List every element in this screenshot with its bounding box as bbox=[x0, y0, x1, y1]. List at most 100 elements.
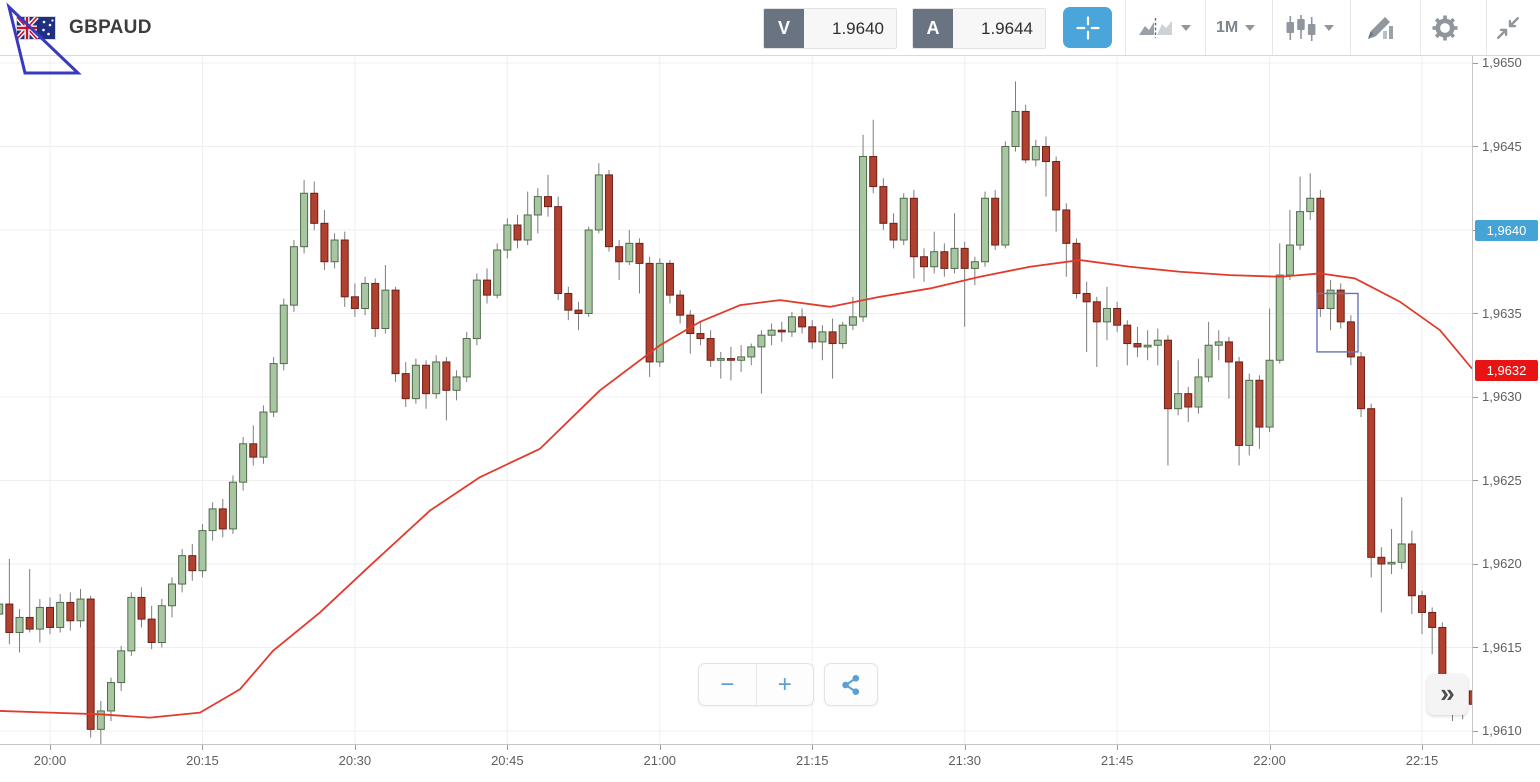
price-axis[interactable]: 1,9650 1,9645 1,9640 1,9635 1,9630 1,9625 1,96… bbox=[1472, 55, 1540, 744]
price-axis-label: 1,9615 bbox=[1482, 639, 1522, 655]
candle-bullish bbox=[157, 605, 166, 643]
candle-bearish bbox=[1092, 301, 1101, 323]
candle-bearish bbox=[1336, 289, 1345, 323]
price-axis-label: 1,9625 bbox=[1482, 472, 1522, 488]
candle-bullish bbox=[1153, 339, 1162, 346]
candle-bullish bbox=[1204, 344, 1213, 378]
price-axis-tick bbox=[1473, 146, 1478, 147]
candle-bullish bbox=[35, 606, 44, 630]
share-button[interactable] bbox=[824, 663, 878, 706]
candle-bearish bbox=[686, 314, 695, 335]
time-axis-label: 21:30 bbox=[948, 753, 981, 768]
header-divider bbox=[1272, 0, 1273, 55]
buy-quote-button[interactable]: A 1.9644 bbox=[912, 8, 1046, 49]
candle-bullish bbox=[127, 596, 136, 652]
candle-bearish bbox=[1418, 595, 1427, 613]
header-divider bbox=[1486, 0, 1487, 55]
candle-bullish bbox=[15, 616, 24, 633]
candle-bullish bbox=[289, 246, 298, 306]
drawing-tools-button[interactable] bbox=[1366, 0, 1396, 55]
time-axis-tick bbox=[1269, 745, 1271, 750]
candle-bearish bbox=[991, 197, 1000, 246]
candle-bullish bbox=[117, 650, 126, 684]
candle-bearish bbox=[676, 294, 685, 316]
header-divider bbox=[1205, 0, 1206, 55]
candle-bearish bbox=[1407, 543, 1416, 597]
candle-bullish bbox=[452, 376, 461, 391]
candle-bearish bbox=[401, 373, 410, 400]
candle-style-dropdown[interactable] bbox=[1285, 0, 1334, 55]
candle-bearish bbox=[1438, 626, 1447, 680]
candle-bullish bbox=[970, 261, 979, 269]
price-chart-canvas[interactable] bbox=[0, 56, 1472, 744]
compare-charts-icon bbox=[1139, 17, 1172, 38]
chart-header: GBPAUD V 1.9640 A 1.9644 bbox=[0, 0, 1540, 56]
candle-bearish bbox=[808, 326, 817, 343]
crosshair-tool-button[interactable] bbox=[1063, 7, 1112, 48]
price-axis-label: 1,9610 bbox=[1482, 723, 1522, 738]
zoom-in-button[interactable]: + bbox=[777, 670, 792, 698]
candle-bearish bbox=[25, 616, 34, 630]
candle-bullish bbox=[747, 346, 756, 358]
candle-bearish bbox=[1072, 242, 1081, 294]
price-axis-tick bbox=[1473, 730, 1478, 732]
header-divider bbox=[1125, 0, 1126, 55]
candle-bearish bbox=[544, 196, 553, 208]
time-axis-tick bbox=[659, 745, 661, 750]
price-axis-label: 1,9620 bbox=[1482, 556, 1522, 571]
chart-type-dropdown[interactable] bbox=[1138, 0, 1191, 55]
time-axis-label: 22:15 bbox=[1405, 753, 1439, 768]
candle-bullish bbox=[239, 443, 248, 483]
candle-bullish bbox=[848, 316, 857, 326]
candle-bearish bbox=[777, 329, 786, 333]
candle-bearish bbox=[645, 262, 654, 363]
candle-bearish bbox=[1346, 321, 1355, 358]
candle-bullish bbox=[950, 247, 959, 269]
candle-bullish bbox=[1296, 211, 1305, 246]
candle-bullish bbox=[523, 214, 532, 241]
candle-bearish bbox=[249, 443, 258, 458]
candle-bullish bbox=[1011, 110, 1020, 147]
time-axis-label: 20:30 bbox=[338, 753, 372, 768]
candle-bearish bbox=[1133, 343, 1142, 348]
scroll-to-latest-button[interactable]: » bbox=[1427, 674, 1468, 715]
candle-bullish bbox=[533, 196, 542, 216]
collapse-chart-button[interactable] bbox=[1495, 0, 1521, 55]
time-axis[interactable]: 20:00 20:15 20:30 20:45 21:00 21:15 21:30 21:45… bbox=[0, 744, 1540, 782]
candle-bearish bbox=[1468, 690, 1472, 705]
zoom-out-button[interactable]: − bbox=[699, 664, 757, 705]
chevron-down-icon bbox=[1181, 24, 1191, 31]
price-axis-label: 1,9650 bbox=[1482, 55, 1522, 70]
timeframe-dropdown[interactable]: 1M bbox=[1216, 0, 1256, 55]
candle-bullish bbox=[269, 363, 278, 413]
price-axis-label: 1,9645 bbox=[1482, 138, 1522, 154]
candle-bullish bbox=[737, 356, 746, 361]
gear-icon bbox=[1432, 15, 1458, 40]
candle-bearish bbox=[889, 222, 898, 241]
candle-bullish bbox=[930, 251, 939, 268]
time-axis-tick bbox=[202, 745, 204, 750]
candle-bearish bbox=[706, 338, 715, 361]
candle-bearish bbox=[960, 247, 969, 269]
ma-value-badge: 1,9632 bbox=[1475, 359, 1538, 381]
collapse-arrows-icon bbox=[1497, 16, 1519, 39]
candle-bullish bbox=[381, 289, 390, 330]
candle-bearish bbox=[422, 364, 431, 395]
candle-bearish bbox=[635, 242, 644, 264]
candle-bearish bbox=[604, 174, 613, 248]
candle-bearish bbox=[1052, 161, 1061, 211]
candle-bearish bbox=[1184, 393, 1193, 408]
sell-quote-button[interactable]: V 1.9640 bbox=[763, 8, 897, 49]
candle-bearish bbox=[1357, 356, 1366, 410]
timeframe-label: 1M bbox=[1216, 18, 1239, 36]
candle-bearish bbox=[1062, 209, 1071, 244]
candle-bearish bbox=[350, 296, 359, 309]
bid-price-badge: 1,9640 bbox=[1475, 219, 1538, 241]
candle-bearish bbox=[310, 192, 319, 224]
settings-button[interactable] bbox=[1431, 0, 1459, 55]
time-axis-tick bbox=[812, 745, 814, 750]
candle-bearish bbox=[940, 251, 949, 269]
sell-price: 1.9640 bbox=[804, 9, 896, 48]
candle-bearish bbox=[909, 197, 918, 258]
candle-bullish bbox=[1306, 197, 1315, 213]
